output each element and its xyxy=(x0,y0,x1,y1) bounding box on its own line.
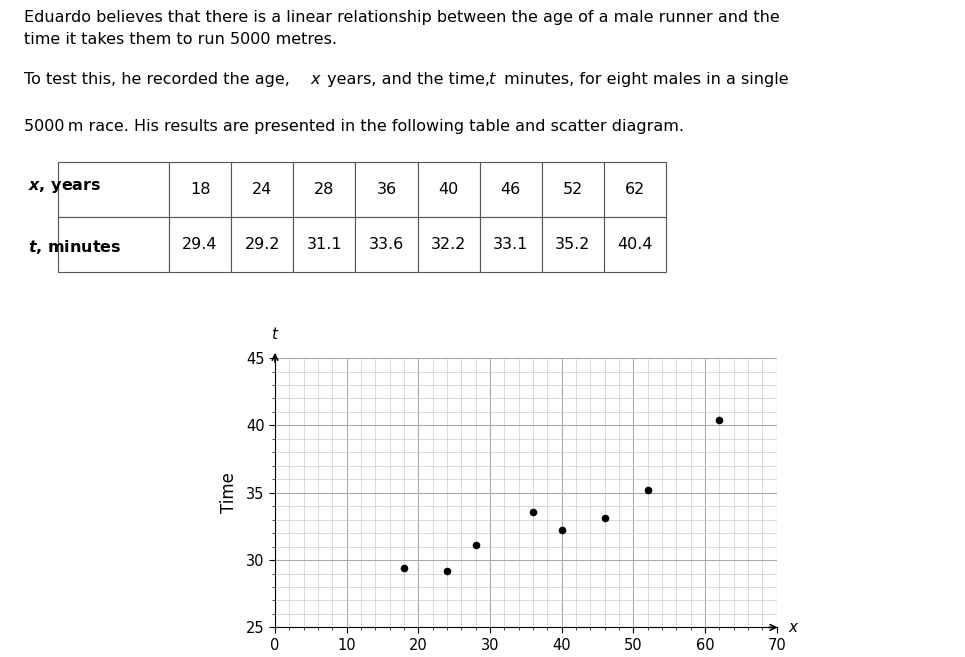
Point xyxy=(640,485,655,495)
Text: $\bfit{t}$, minutes: $\bfit{t}$, minutes xyxy=(27,238,121,256)
Text: 5000 m race. His results are presented in the following table and scatter diagra: 5000 m race. His results are presented i… xyxy=(24,120,684,134)
Y-axis label: Time: Time xyxy=(220,472,237,513)
Point xyxy=(597,513,613,524)
Point xyxy=(397,563,412,574)
Point xyxy=(554,525,569,535)
Point xyxy=(439,566,455,576)
Point xyxy=(712,415,728,425)
Text: $\bfit{x}$, years: $\bfit{x}$, years xyxy=(27,178,101,195)
Text: $t$: $t$ xyxy=(271,326,279,342)
Text: Eduardo believes that there is a linear relationship between the age of a male r: Eduardo believes that there is a linear … xyxy=(24,10,780,47)
Text: t: t xyxy=(489,72,496,87)
Text: x: x xyxy=(311,72,320,87)
Text: To test this, he recorded the age,: To test this, he recorded the age, xyxy=(24,72,295,87)
Text: minutes, for eight males in a single: minutes, for eight males in a single xyxy=(499,72,788,87)
Point xyxy=(525,507,540,517)
Point xyxy=(468,540,483,551)
Text: years, and the time,: years, and the time, xyxy=(321,72,495,87)
Text: $x$: $x$ xyxy=(787,620,799,635)
